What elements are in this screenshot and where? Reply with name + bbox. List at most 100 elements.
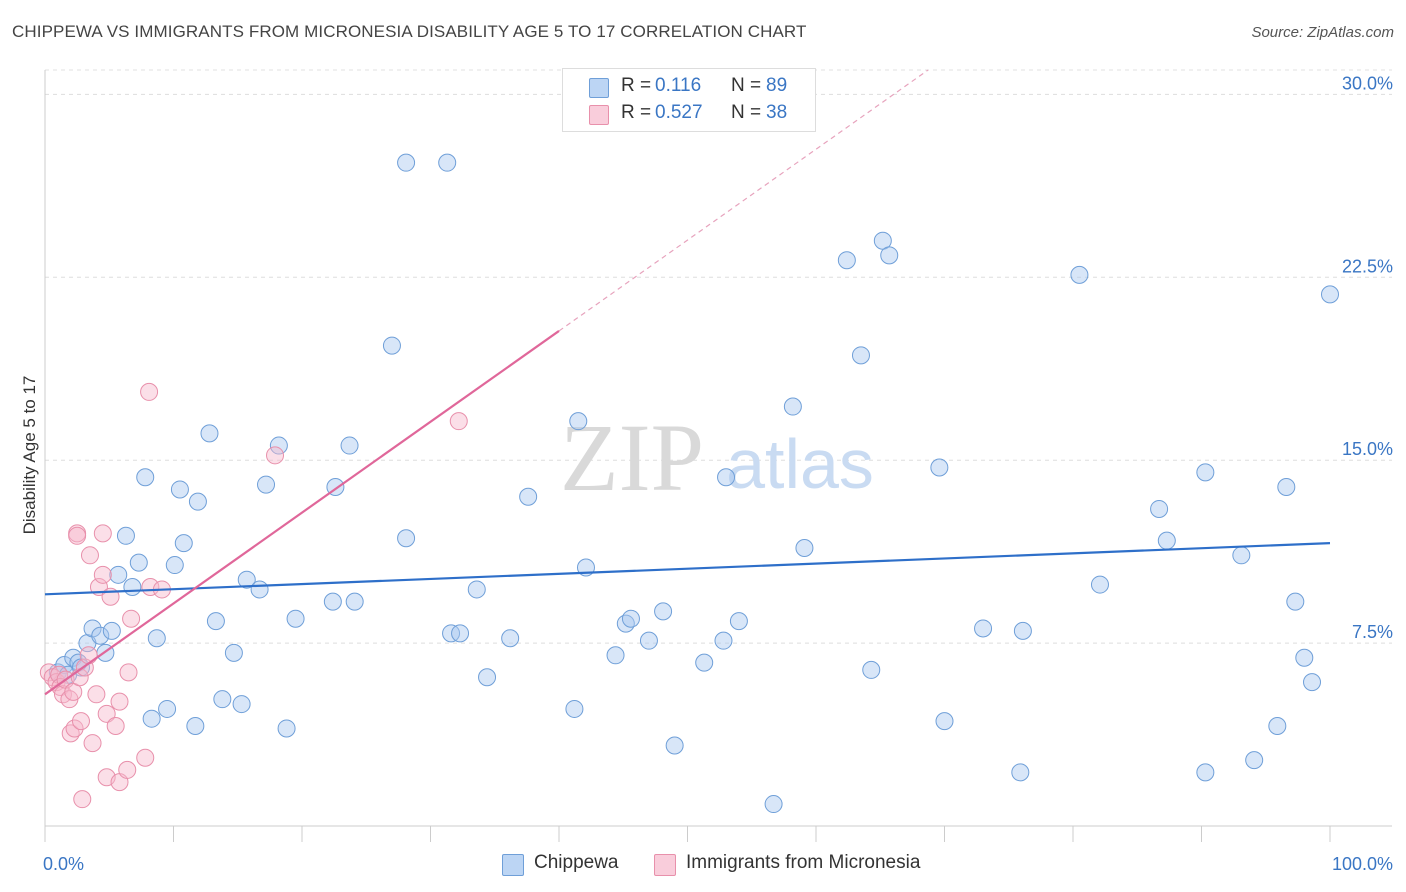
legend-swatch-chippewa [589, 78, 609, 98]
chippewa-point [1286, 592, 1305, 611]
chippewa-point [1150, 499, 1169, 518]
watermark-zip: ZIP [560, 404, 704, 511]
chippewa-point [232, 695, 251, 714]
micronesia-point [83, 734, 102, 753]
micronesia-point [87, 685, 106, 704]
chippewa-point [654, 602, 673, 621]
legend-n-value: 38 [766, 102, 788, 123]
chippewa-trend-line [44, 542, 1331, 596]
chippewa-point [174, 534, 193, 553]
chippewa-point [1090, 575, 1109, 594]
chippewa-point [880, 246, 899, 265]
legend-swatch-micronesia [589, 105, 609, 125]
watermark-atlas: atlas [726, 425, 874, 503]
micronesia-point [140, 382, 159, 401]
bottom-legend-label-micronesia: Immigrants from Micronesia [686, 852, 921, 873]
chippewa-point [186, 717, 205, 736]
chippewa-point [1232, 546, 1251, 565]
y-tick-label: 7.5% [1352, 622, 1393, 642]
chippewa-point [129, 553, 148, 572]
micronesia-point [93, 524, 112, 543]
chippewa-point [286, 609, 305, 628]
chippewa-point [213, 690, 232, 709]
micronesia-point [65, 719, 84, 738]
legend-n-label: N = [731, 102, 762, 123]
chippewa-point [64, 648, 83, 667]
chippewa-point [1268, 717, 1287, 736]
chippewa-point [478, 668, 497, 687]
trend-lines [44, 69, 1331, 696]
chippewa-point [1295, 648, 1314, 667]
x-tick-label: 0.0% [43, 854, 84, 874]
chippewa-point [123, 578, 142, 597]
chippewa-point [695, 653, 714, 672]
y-tick-label: 30.0% [1342, 73, 1393, 93]
chippewa-point [930, 458, 949, 477]
micronesia-point [118, 760, 137, 779]
legend-r-value: 0.116 [655, 75, 702, 96]
chippewa-point [729, 612, 748, 631]
micronesia-point [73, 790, 92, 809]
chippewa-point [1011, 763, 1030, 782]
chippewa-point [1277, 478, 1296, 497]
x-tick-label: 100.0% [1332, 854, 1393, 874]
micronesia-point [122, 609, 141, 628]
chippewa-point [1070, 265, 1089, 284]
chippewa-point [323, 592, 342, 611]
chippewa-point [382, 336, 401, 355]
chippewa-point [1013, 621, 1032, 640]
chippewa-point [851, 346, 870, 365]
chippewa-point [783, 397, 802, 416]
chippewa-point [397, 529, 416, 548]
micronesia-point [119, 663, 138, 682]
legend-r-label: R = [621, 102, 652, 123]
chippewa-point [91, 626, 110, 645]
y-axis-label: Disability Age 5 to 17 [20, 376, 39, 535]
chippewa-point [250, 580, 269, 599]
chippewa-point [269, 436, 288, 455]
chippewa-point [1196, 763, 1215, 782]
grid [45, 69, 1392, 644]
chippewa-point [206, 612, 225, 631]
chippewa-point [837, 251, 856, 270]
chippewa-point [83, 619, 102, 638]
chippewa-point [501, 629, 520, 648]
chippewa-point [621, 609, 640, 628]
chippewa-point [764, 795, 783, 814]
chippewa-point [565, 699, 584, 718]
chippewa-point [639, 631, 658, 650]
micronesia-trend-extension [558, 69, 929, 332]
micronesia-point [106, 717, 125, 736]
chippewa-point [569, 412, 588, 431]
chippewa-point [1245, 751, 1264, 770]
chippewa-point [519, 487, 538, 506]
legend-n-value: 89 [766, 75, 788, 96]
chippewa-point [257, 475, 276, 494]
chippewa-point [795, 538, 814, 557]
chippewa-point [1321, 285, 1339, 304]
chippewa-point [200, 424, 219, 443]
watermark: ZIP atlas [560, 404, 874, 511]
chippewa-point [170, 480, 189, 499]
chippewa-point [136, 468, 155, 487]
chippewa-point [224, 643, 243, 662]
micronesia-trend-line [44, 330, 560, 696]
chippewa-point [717, 468, 736, 487]
chippewa-point [606, 646, 625, 665]
chippewa-point [188, 492, 207, 511]
micronesia-point [93, 565, 112, 584]
chippewa-point [345, 592, 364, 611]
chippewa-point [451, 624, 470, 643]
chippewa-point [397, 153, 416, 172]
bottom-legend-label-chippewa: Chippewa [534, 852, 619, 873]
chippewa-point [277, 719, 296, 738]
chippewa-point [665, 736, 684, 755]
legend-r-label: R = [621, 75, 652, 96]
chippewa-point [616, 614, 635, 633]
chart-source: Source: ZipAtlas.com [1251, 24, 1394, 41]
chart-title: CHIPPEWA VS IMMIGRANTS FROM MICRONESIA D… [12, 22, 807, 41]
micronesia-point [68, 526, 87, 545]
chippewa-point [102, 621, 121, 640]
chippewa-point [109, 565, 128, 584]
